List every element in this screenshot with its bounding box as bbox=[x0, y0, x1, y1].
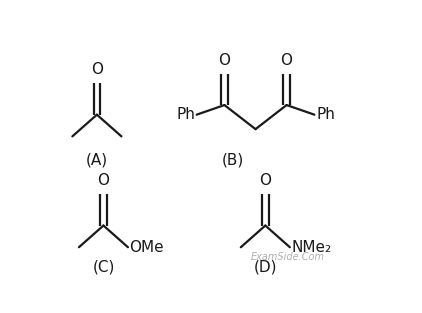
Text: (C): (C) bbox=[92, 259, 115, 274]
Text: ExamSide.Com: ExamSide.Com bbox=[251, 252, 325, 262]
Text: NMe₂: NMe₂ bbox=[292, 240, 332, 255]
Text: OMe: OMe bbox=[130, 240, 164, 255]
Text: Ph: Ph bbox=[316, 107, 335, 122]
Text: O: O bbox=[260, 173, 271, 188]
Text: O: O bbox=[91, 62, 103, 77]
Text: O: O bbox=[97, 173, 109, 188]
Text: O: O bbox=[281, 53, 292, 68]
Text: (B): (B) bbox=[222, 153, 244, 168]
Text: O: O bbox=[219, 53, 230, 68]
Text: (D): (D) bbox=[254, 259, 277, 274]
Text: (A): (A) bbox=[86, 153, 108, 168]
Text: Ph: Ph bbox=[176, 107, 195, 122]
